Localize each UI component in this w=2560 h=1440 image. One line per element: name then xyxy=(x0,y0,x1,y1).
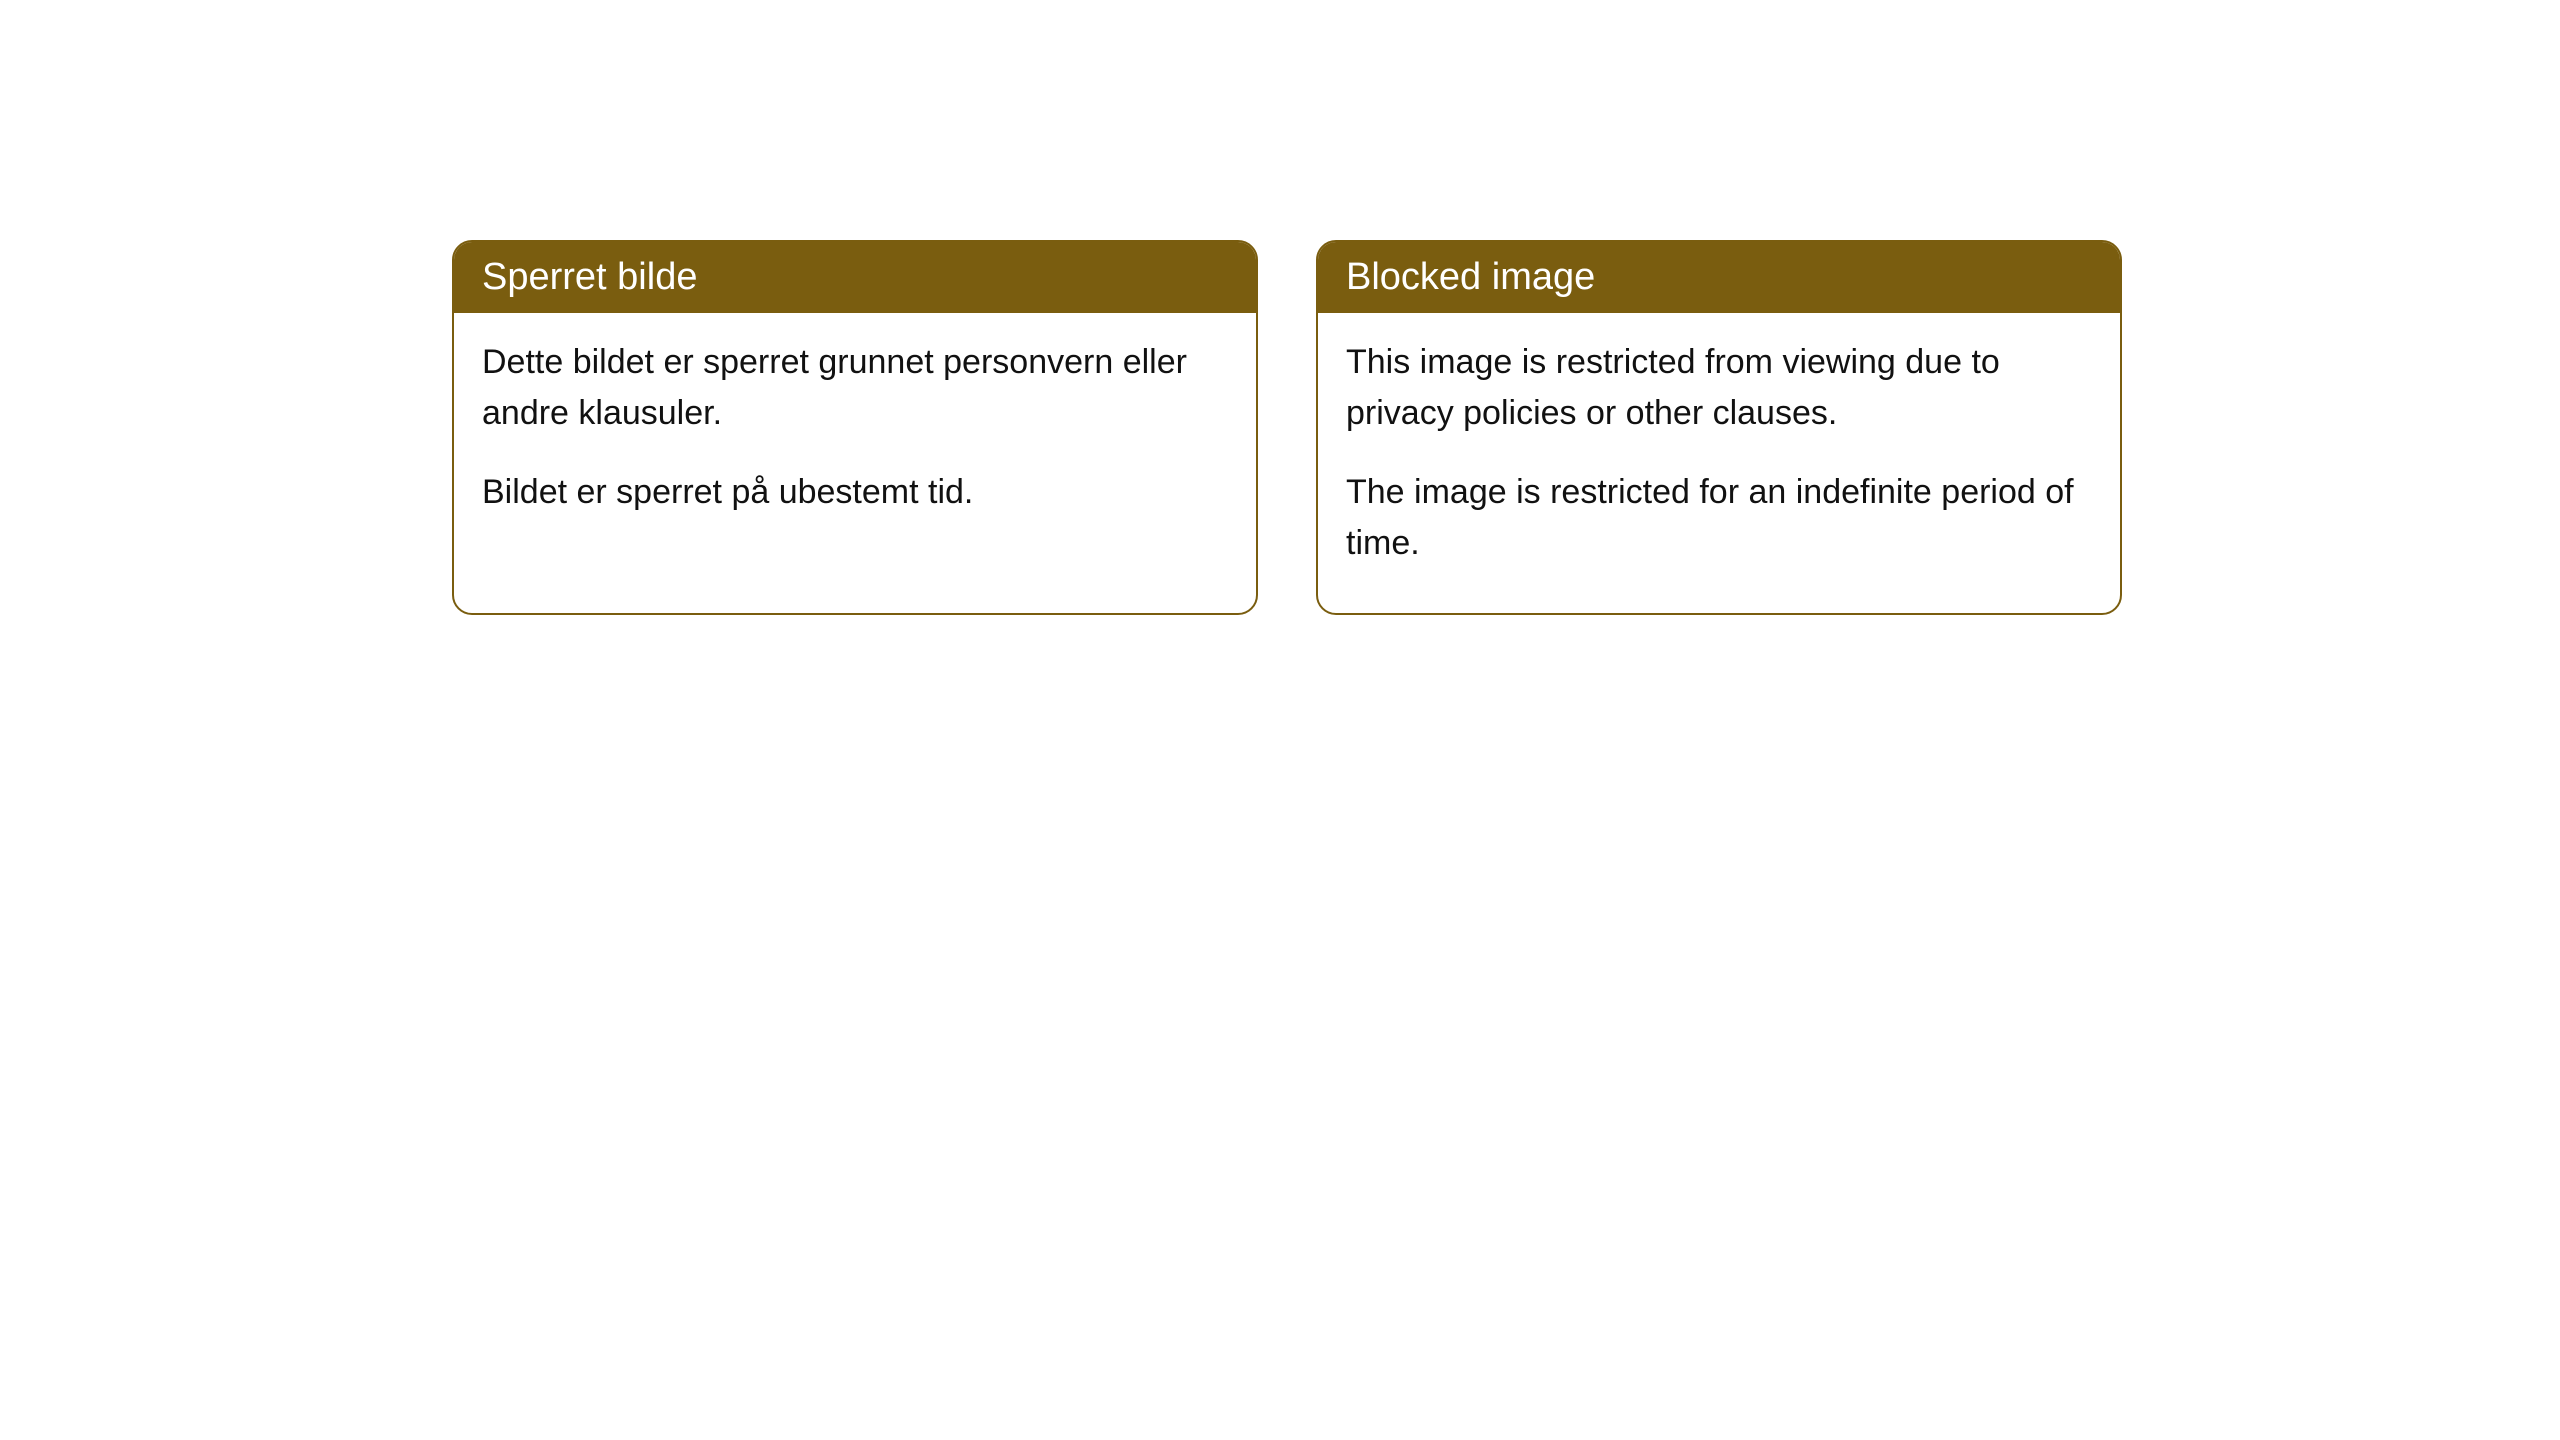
notice-cards-container: Sperret bilde Dette bildet er sperret gr… xyxy=(452,240,2560,615)
card-paragraph: The image is restricted for an indefinit… xyxy=(1346,467,2092,569)
card-header: Blocked image xyxy=(1318,242,2120,313)
card-title: Sperret bilde xyxy=(482,256,697,298)
card-paragraph: Bildet er sperret på ubestemt tid. xyxy=(482,467,1228,518)
card-body: Dette bildet er sperret grunnet personve… xyxy=(454,313,1256,562)
notice-card-norwegian: Sperret bilde Dette bildet er sperret gr… xyxy=(452,240,1258,615)
card-header: Sperret bilde xyxy=(454,242,1256,313)
card-paragraph: Dette bildet er sperret grunnet personve… xyxy=(482,337,1228,439)
card-title: Blocked image xyxy=(1346,256,1595,298)
card-paragraph: This image is restricted from viewing du… xyxy=(1346,337,2092,439)
notice-card-english: Blocked image This image is restricted f… xyxy=(1316,240,2122,615)
card-body: This image is restricted from viewing du… xyxy=(1318,313,2120,613)
